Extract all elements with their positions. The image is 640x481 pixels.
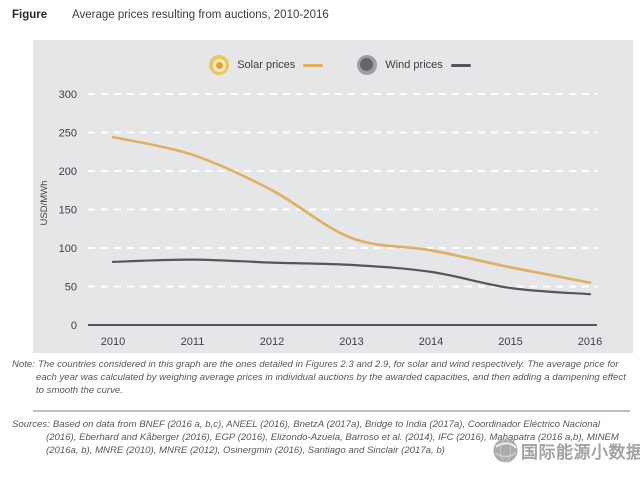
x-tick-label: 2011 <box>181 336 205 348</box>
chart-panel: 0 50 100 150 200 250 300 2010 2011 2012 2013 2014 20… <box>33 40 633 353</box>
section-divider <box>33 410 630 412</box>
globe-icon <box>493 438 518 463</box>
figure-header: Figure Average prices resulting from auct… <box>12 9 632 21</box>
solar-price-line <box>111 135 592 284</box>
note-text: The countries considered in this graph a… <box>36 359 626 397</box>
figure-note: Note: The countries considered in this gr… <box>12 358 630 398</box>
figure-sources: Sources: Based on data from BNEF (2016 a,… <box>12 418 630 458</box>
y-tick-label: 150 <box>59 205 77 217</box>
note-label: Note: <box>12 359 35 370</box>
legend-label-solar: Solar prices <box>237 59 296 71</box>
y-axis-title: USD/MWh <box>39 181 50 226</box>
page-title: Average prices resulting from auctions, … <box>72 9 329 21</box>
wind-line-swatch <box>450 63 471 67</box>
legend-item-solar: Solar prices <box>209 55 324 75</box>
y-tick-label: 50 <box>65 282 77 294</box>
y-tick-label: 200 <box>59 166 77 178</box>
legend-label-wind: Wind prices <box>385 59 443 71</box>
sun-icon <box>209 55 230 75</box>
x-tick-label: 2016 <box>578 336 602 348</box>
legend-item-wind: Wind prices <box>357 55 471 75</box>
wind-price-line <box>111 258 592 296</box>
sources-text: Based on data from BNEF (2016 a, b,c), A… <box>46 419 619 457</box>
x-tick-label: 2014 <box>419 336 443 348</box>
y-tick-label: 100 <box>59 243 77 255</box>
x-tick-label: 2010 <box>101 336 125 348</box>
x-tick-label: 2015 <box>498 336 522 348</box>
wind-icon <box>357 55 378 75</box>
watermark-text: 国际能源小数据 <box>521 443 640 462</box>
y-tick-label: 0 <box>71 320 77 332</box>
wind-icon-core <box>359 57 373 71</box>
sun-icon-core <box>215 61 223 69</box>
solar-line-swatch <box>303 63 324 67</box>
sources-label: Sources: <box>12 419 50 430</box>
y-tick-label: 300 <box>59 89 77 101</box>
x-tick-label: 2012 <box>260 336 284 348</box>
chart-legend: Solar prices Wind prices <box>33 53 633 77</box>
price-chart: 0 50 100 150 200 250 300 2010 2011 2012 2013 2014 20… <box>39 89 602 348</box>
figure-label: Figure <box>12 9 48 21</box>
watermark: 国际能源小数据 <box>492 437 640 464</box>
x-tick-label: 2013 <box>339 336 363 348</box>
sun-icon-ring <box>212 58 226 72</box>
y-tick-label: 250 <box>59 128 77 140</box>
